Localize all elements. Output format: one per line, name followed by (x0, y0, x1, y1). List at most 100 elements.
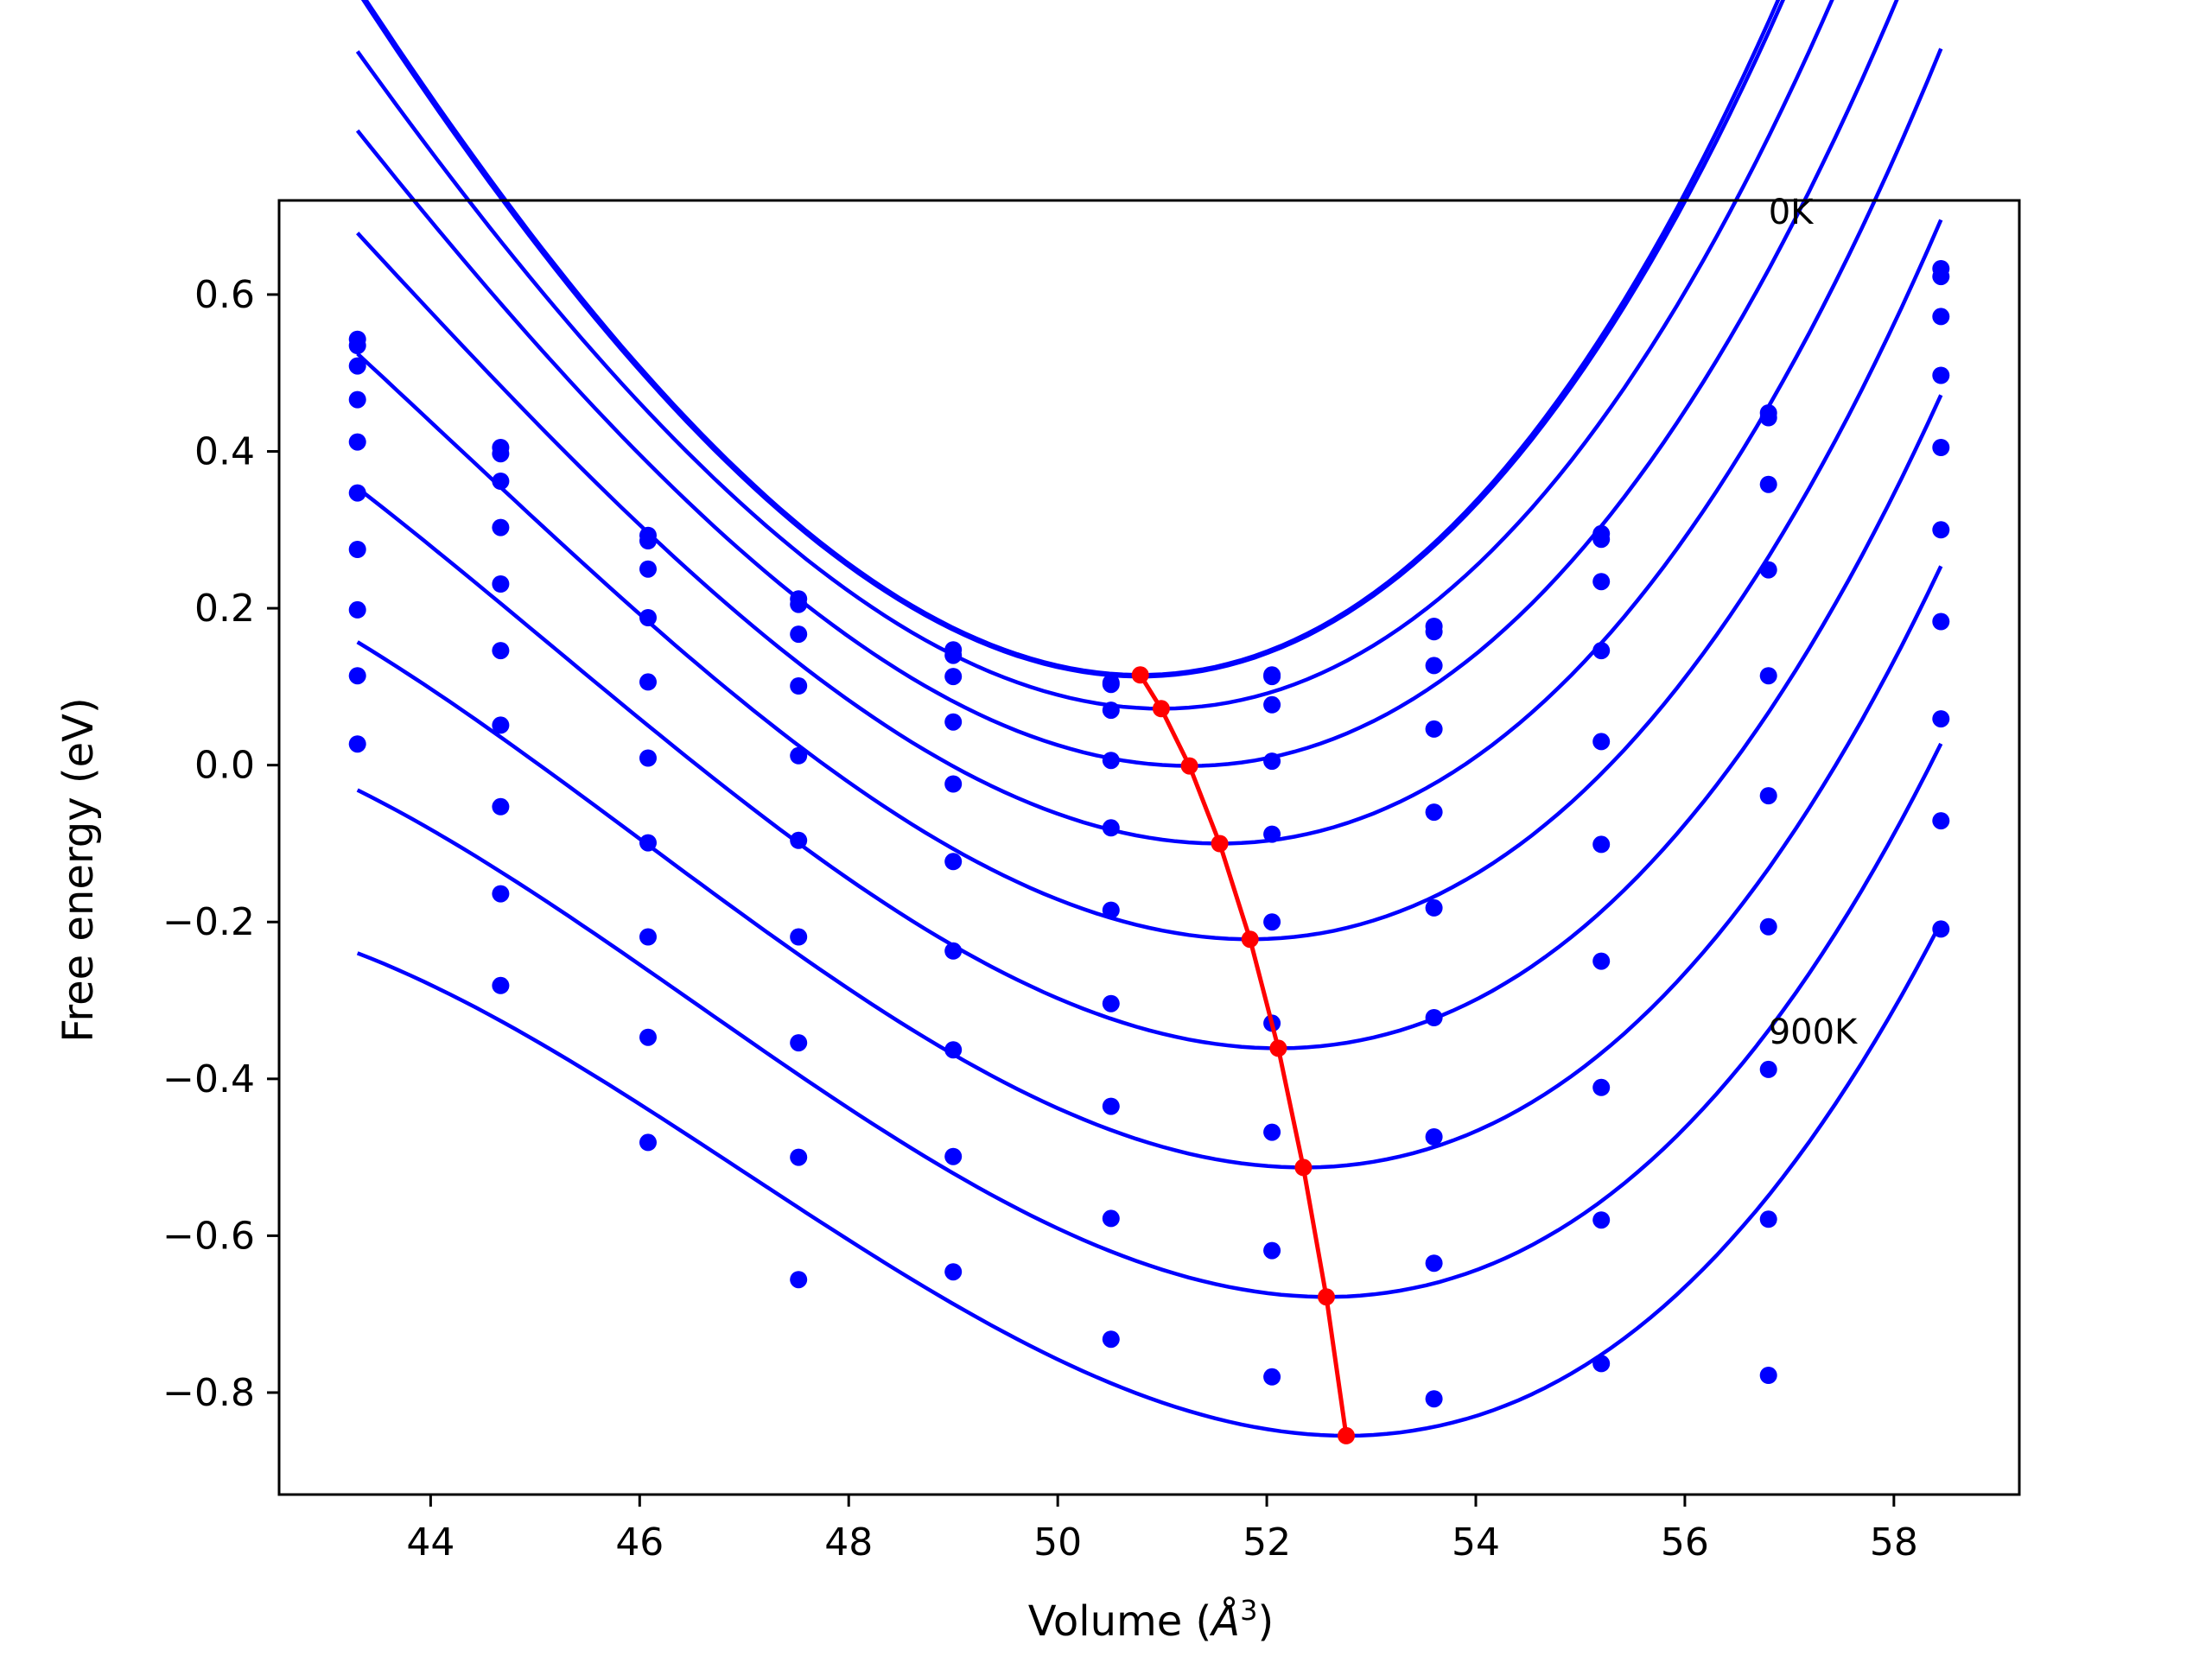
minimum-point-8 (1338, 1426, 1355, 1444)
y-axis-label: Free energy (eV) (54, 697, 103, 1042)
annotation-0: 0K (1769, 193, 1815, 232)
data-point-9-1 (492, 976, 510, 994)
data-point-4-2 (639, 673, 657, 691)
data-point-8-8 (1592, 1211, 1611, 1229)
data-point-9-2 (639, 1133, 657, 1152)
y-tick-label-0: −0.8 (162, 1371, 255, 1415)
minimum-point-3 (1211, 835, 1229, 853)
x-tick-label-7: 58 (1870, 1520, 1918, 1565)
data-point-7-7 (1425, 1128, 1443, 1146)
data-point-2-7 (1425, 657, 1443, 675)
data-point-1-0 (348, 337, 366, 354)
minimum-point-2 (1180, 757, 1198, 775)
data-point-5-6 (1263, 913, 1281, 931)
data-point-3-10 (1932, 366, 1950, 384)
y-tick-label-4: 0.0 (194, 744, 255, 788)
data-point-1-1 (492, 445, 510, 463)
y-axis-ticks: −0.8 −0.6 −0.4 −0.2 0.0 0.2 0.4 0.6 (162, 273, 279, 1415)
data-point-6-9 (1759, 917, 1777, 936)
data-point-1-3 (790, 595, 808, 613)
data-point-2-2 (639, 560, 657, 578)
fit-curve-7 (356, 565, 1943, 1170)
data-point-1-6 (1263, 668, 1281, 686)
data-point-9-0 (348, 735, 366, 753)
data-point-6-2 (639, 834, 657, 852)
data-point-8-2 (639, 1028, 657, 1046)
minimum-path (1131, 666, 1355, 1444)
minimum-point-0 (1131, 666, 1149, 684)
x-tick-label-5: 54 (1452, 1520, 1500, 1565)
minimum-point-4 (1241, 930, 1259, 949)
data-point-7-6 (1263, 1123, 1281, 1141)
data-point-1-2 (639, 532, 657, 549)
data-point-3-1 (492, 518, 510, 536)
data-point-9-5 (1102, 1330, 1120, 1349)
x-tick-label-0: 44 (406, 1520, 454, 1565)
data-point-8-6 (1263, 1241, 1281, 1260)
data-point-6-0 (348, 541, 366, 558)
data-point-2-3 (790, 625, 808, 644)
data-point-6-3 (790, 928, 808, 946)
y-tick-label-7: 0.6 (194, 273, 255, 317)
data-point-5-10 (1932, 521, 1950, 539)
data-point-6-7 (1425, 1009, 1443, 1026)
data-point-9-4 (944, 1263, 963, 1281)
data-point-5-0 (348, 484, 366, 502)
data-point-5-9 (1759, 787, 1777, 805)
y-tick-label-6: 0.4 (194, 430, 255, 474)
x-axis-ticks: 44 46 48 50 52 54 56 58 (406, 1495, 1918, 1565)
data-point-9-6 (1263, 1368, 1281, 1386)
data-point-3-8 (1592, 642, 1611, 660)
data-point-7-4 (944, 1041, 963, 1059)
data-point-7-0 (348, 600, 366, 619)
data-point-2-1 (492, 473, 510, 490)
data-point-1-10 (1932, 268, 1950, 286)
data-point-8-4 (944, 1147, 963, 1165)
data-point-2-8 (1592, 573, 1611, 591)
data-point-4-3 (790, 746, 808, 765)
x-axis-label: Volume (Å3) (1028, 1594, 1274, 1646)
data-point-4-8 (1592, 733, 1611, 751)
x-tick-label-3: 50 (1033, 1520, 1082, 1565)
data-point-5-4 (944, 853, 963, 871)
fit-curve-3 (355, 0, 1899, 768)
data-point-5-5 (1102, 901, 1120, 919)
minimum-point-5 (1269, 1039, 1287, 1057)
data-point-8-3 (790, 1148, 808, 1166)
data-point-3-9 (1759, 561, 1777, 579)
fit-curve-6 (356, 394, 1943, 1050)
data-point-2-9 (1759, 475, 1777, 493)
data-point-7-8 (1592, 1078, 1611, 1096)
fit-curves (355, 0, 1943, 1438)
data-point-8-1 (492, 885, 510, 903)
data-point-1-9 (1759, 409, 1777, 427)
data-point-4-4 (944, 775, 963, 793)
annotation-1: 900K (1769, 1012, 1859, 1052)
data-point-9-7 (1425, 1390, 1443, 1408)
x-tick-label-6: 56 (1661, 1520, 1709, 1565)
data-point-8-7 (1425, 1254, 1443, 1273)
y-tick-label-1: −0.6 (162, 1214, 255, 1258)
data-point-6-10 (1932, 613, 1950, 631)
fit-curve-2 (355, 0, 1834, 711)
data-point-3-7 (1425, 720, 1443, 738)
data-point-3-3 (790, 677, 808, 695)
fit-curve-5 (356, 219, 1943, 942)
data-point-6-4 (944, 942, 963, 960)
data-point-9-3 (790, 1271, 808, 1289)
data-points (348, 260, 1950, 1408)
x-tick-label-1: 46 (615, 1520, 664, 1565)
data-point-4-7 (1425, 803, 1443, 822)
data-point-2-0 (348, 357, 366, 375)
data-point-6-1 (492, 716, 510, 734)
data-point-3-0 (348, 390, 366, 409)
y-tick-label-2: −0.4 (162, 1057, 255, 1101)
data-point-1-8 (1592, 530, 1611, 549)
data-point-3-4 (944, 713, 963, 731)
plot-frame (277, 199, 2021, 1496)
annotations: 0K 900K (1769, 193, 1859, 1052)
data-point-1-4 (944, 646, 963, 664)
y-tick-label-5: 0.2 (194, 587, 255, 631)
data-point-5-3 (790, 831, 808, 849)
